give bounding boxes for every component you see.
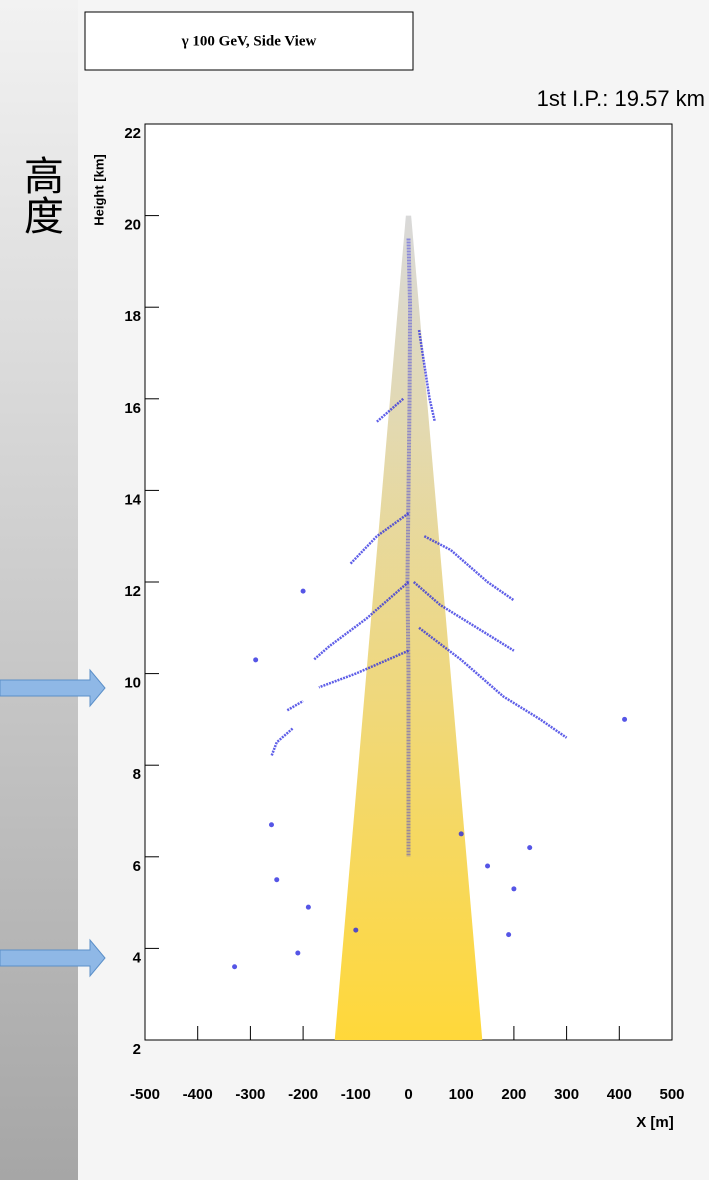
x-tick-label: 500 [659,1086,684,1103]
y-tick-label: 18 [124,308,141,325]
particle [253,657,258,662]
x-tick-label: -400 [183,1086,213,1103]
x-tick-label: -200 [288,1086,318,1103]
y-tick-label: 4 [133,949,142,966]
chart: 高度 γ 100 GeV, Side View 1st I.P.: 19.57 … [0,0,709,1180]
particle [511,886,516,891]
particle [274,877,279,882]
x-tick-label: -300 [235,1086,265,1103]
x-axis-label: X [m] [636,1114,674,1131]
y-tick-label: 20 [124,217,141,234]
y-tick-label: 16 [124,400,141,417]
y-tick-label: 12 [124,583,141,600]
y-tick-label: 22 [124,125,141,142]
particle [485,863,490,868]
particle [232,964,237,969]
y-axis-label: Height [km] [91,154,106,226]
particle [301,589,306,594]
y-tick-label: 10 [124,675,141,692]
y-tick-label: 2 [133,1041,141,1058]
x-tick-label: -500 [130,1086,160,1103]
particle [459,831,464,836]
x-tick-label: 100 [449,1086,474,1103]
annotation: 1st I.P.: 19.57 km [537,86,705,111]
x-tick-label: 300 [554,1086,579,1103]
x-tick-label: 0 [404,1086,412,1103]
particle [269,822,274,827]
side-label: 高度 [18,155,63,235]
x-tick-label: 400 [607,1086,632,1103]
x-tick-label: 200 [501,1086,526,1103]
y-tick-label: 6 [133,858,141,875]
particle [353,928,358,933]
particle [622,717,627,722]
particle [295,950,300,955]
particle [506,932,511,937]
particle [306,905,311,910]
y-tick-label: 14 [124,491,141,508]
y-tick-label: 8 [133,766,141,783]
x-tick-label: -100 [341,1086,371,1103]
chart-title: γ 100 GeV, Side View [181,33,317,49]
particle [527,845,532,850]
